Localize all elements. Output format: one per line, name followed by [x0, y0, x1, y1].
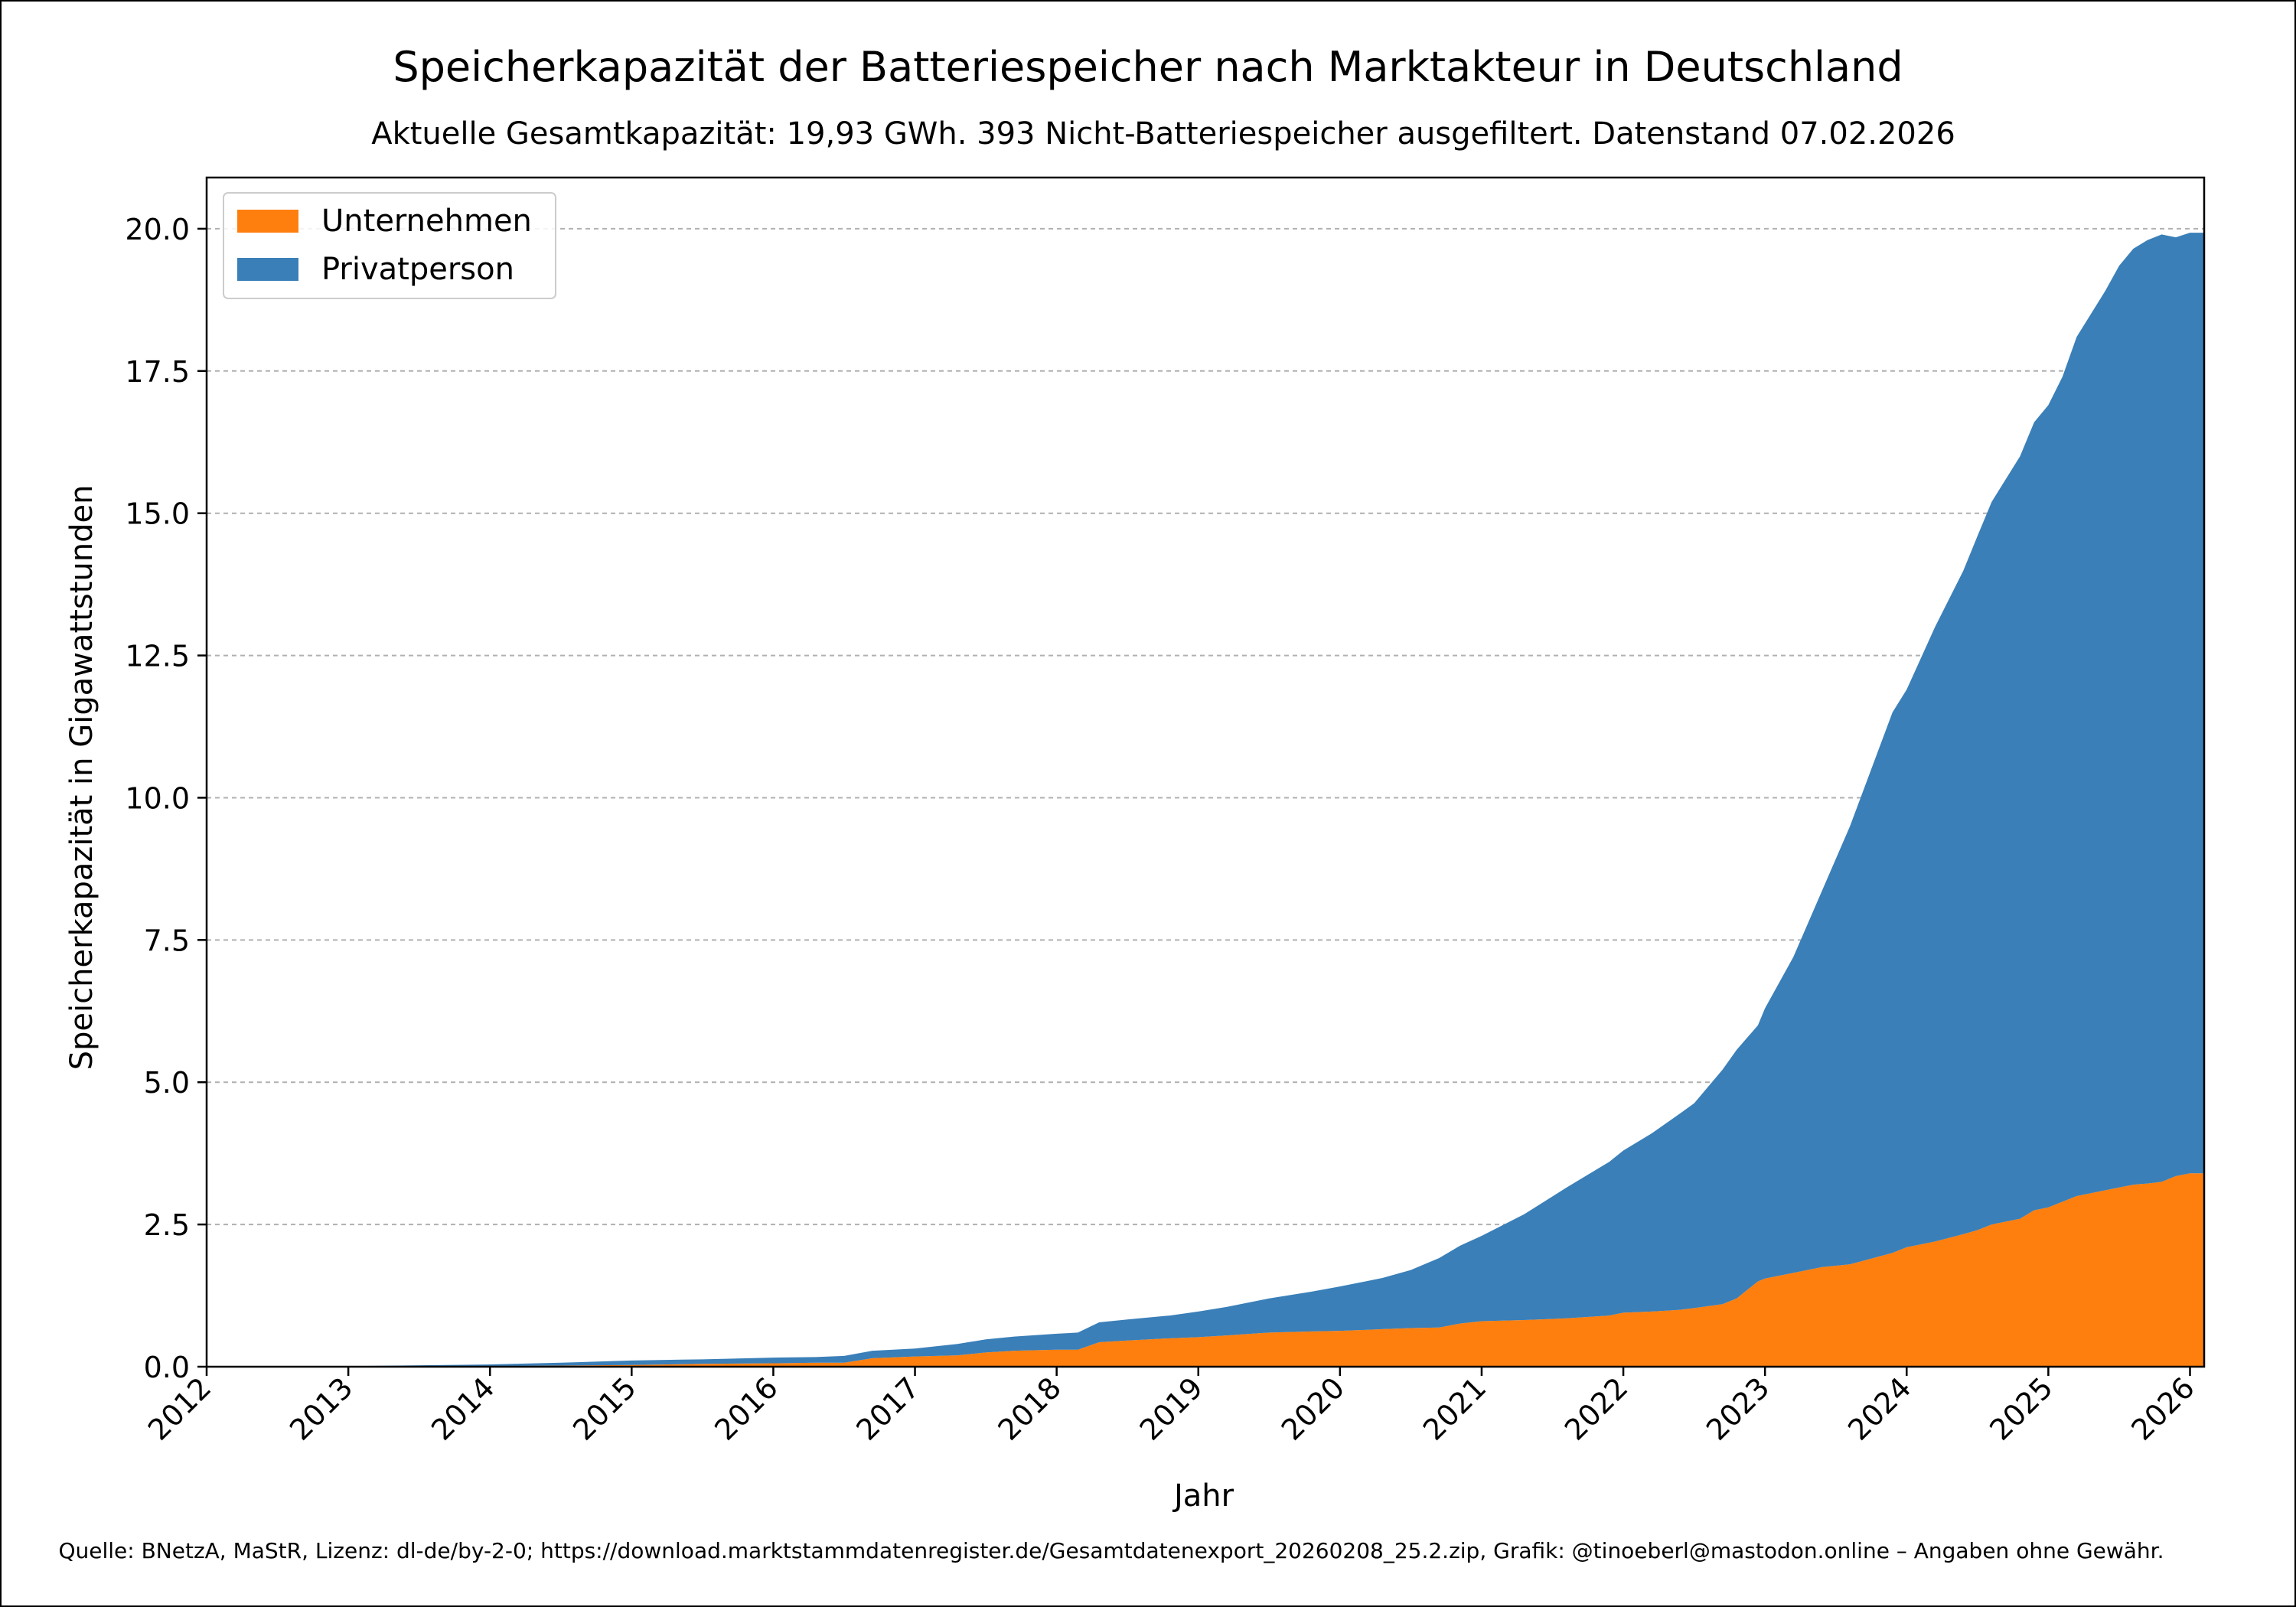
area-series-privatperson: [207, 233, 2204, 1367]
legend-swatch: [237, 210, 298, 233]
y-tick-label: 12.5: [125, 640, 190, 673]
y-tick-label: 2.5: [144, 1208, 190, 1242]
chart-title: Speicherkapazität der Batteriespeicher n…: [393, 43, 1903, 91]
y-axis-label: Speicherkapazität in Gigawattstunden: [64, 485, 99, 1071]
y-tick-label: 5.0: [144, 1066, 190, 1100]
y-tick-labels: 0.0 2.5 5.0 7.5 10.0 12.5 15.0 17.5 20.0: [125, 213, 207, 1384]
chart-subtitle: Aktuelle Gesamtkapazität: 19,93 GWh. 393…: [371, 116, 1955, 152]
x-tick-label: 2013: [283, 1371, 360, 1447]
x-tick-label: 2017: [850, 1371, 926, 1447]
x-tick-labels: 2012 2013 2014 2015 2016 2017 2018 2019 2020 2021…: [142, 1367, 2201, 1447]
x-tick-label: 2026: [2125, 1371, 2201, 1447]
legend-swatch: [237, 258, 298, 281]
x-tick-label: 2015: [566, 1371, 643, 1447]
axes: [205, 176, 2206, 1368]
x-axis-label: Jahr: [1172, 1478, 1234, 1514]
y-tick-label: 7.5: [144, 924, 190, 957]
plot-frame: [205, 176, 2206, 1368]
x-tick-label: 2022: [1558, 1371, 1635, 1447]
x-tick-label: 2025: [1983, 1371, 2060, 1447]
x-tick-label: 2020: [1275, 1371, 1352, 1447]
legend-entry: Unternehmen: [321, 204, 532, 239]
y-tick-label: 17.5: [125, 355, 190, 389]
y-tick-label: 0.0: [144, 1351, 190, 1384]
y-tick-label: 20.0: [125, 213, 190, 246]
area-series-unternehmen: [207, 1173, 2204, 1367]
y-tick-label: 10.0: [125, 781, 190, 815]
legend-box: [223, 192, 556, 299]
legend-entry: Privatperson: [321, 252, 514, 287]
footer-source: Quelle: BNetzA, MaStR, Lizenz: dl-de/by-…: [58, 1538, 2164, 1563]
x-tick-label: 2018: [991, 1371, 1068, 1447]
stacked-areas: [207, 233, 2204, 1367]
x-tick-label: 2016: [708, 1371, 784, 1447]
x-tick-label: 2021: [1417, 1371, 1493, 1447]
y-tick-label: 15.0: [125, 497, 190, 531]
x-tick-label: 2014: [425, 1371, 501, 1447]
legend: Unternehmen Privatperson: [223, 192, 556, 299]
x-tick-label: 2023: [1700, 1371, 1776, 1447]
x-tick-label: 2019: [1133, 1371, 1210, 1447]
x-tick-label: 2024: [1841, 1371, 1918, 1447]
